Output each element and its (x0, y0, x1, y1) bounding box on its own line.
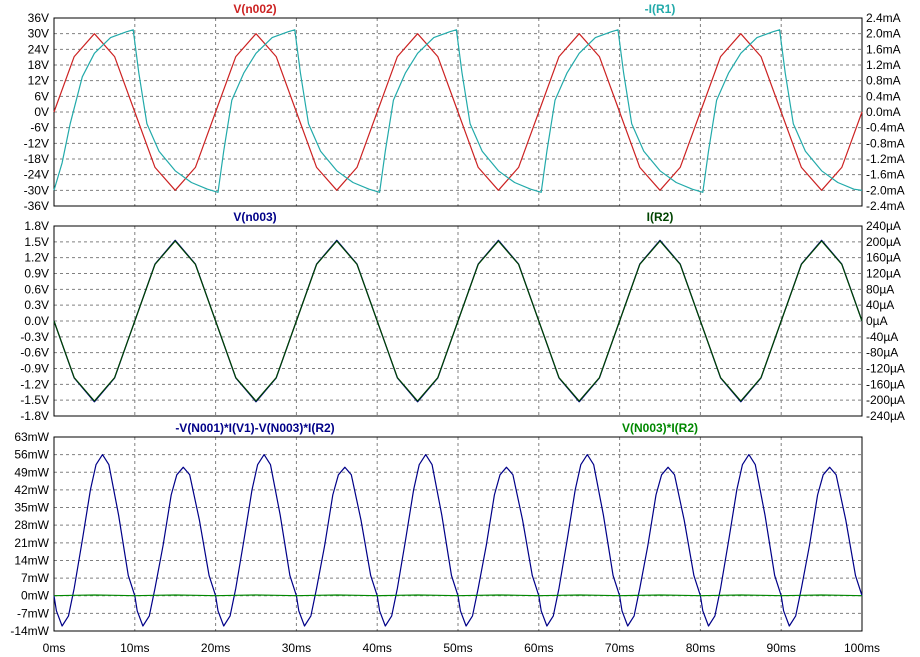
trace-label: I(R2) (647, 210, 674, 224)
left-tick-label: 14mW (14, 553, 49, 567)
right-tick-label: -80µA (866, 346, 898, 360)
right-tick-label: 0.0mA (866, 105, 901, 119)
left-tick-label: 21mW (14, 536, 49, 550)
right-tick-label: 1.6mA (866, 42, 901, 56)
right-tick-label: -1.6mA (866, 168, 905, 182)
left-tick-label: -0.9V (20, 362, 49, 376)
right-tick-label: -2.0mA (866, 183, 905, 197)
right-tick-label: 0µA (866, 314, 888, 328)
left-tick-label: 0.9V (24, 267, 49, 281)
right-tick-label: 0.4mA (866, 89, 901, 103)
left-tick-label: 1.5V (24, 235, 49, 249)
right-tick-label: -240µA (866, 409, 905, 423)
left-tick-label: -7mW (17, 606, 50, 620)
left-tick-label: -18V (24, 152, 49, 166)
left-tick-label: 28mW (14, 518, 49, 532)
trace-label: V(N003)*I(R2) (622, 421, 698, 435)
right-tick-label: 240µA (866, 219, 901, 233)
right-tick-label: -160µA (866, 377, 905, 391)
left-tick-label: 63mW (14, 430, 49, 444)
trace-label: -V(N001)*I(V1)-V(N003)*I(R2) (175, 421, 334, 435)
left-tick-label: 35mW (14, 501, 49, 515)
left-tick-label: 6V (34, 89, 49, 103)
left-tick-label: 42mW (14, 483, 49, 497)
right-tick-label: -200µA (866, 393, 905, 407)
left-tick-label: 36V (28, 11, 49, 25)
right-tick-label: -40µA (866, 330, 898, 344)
left-tick-label: 56mW (14, 448, 49, 462)
left-tick-label: -14mW (10, 624, 49, 638)
right-tick-label: -0.8mA (866, 136, 905, 150)
x-tick-label: 40ms (363, 641, 392, 655)
left-tick-label: 30V (28, 27, 49, 41)
left-tick-label: 0.3V (24, 298, 49, 312)
x-tick-label: 10ms (120, 641, 149, 655)
left-tick-label: 0.6V (24, 282, 49, 296)
left-tick-label: -1.2V (20, 377, 49, 391)
right-tick-label: 80µA (866, 282, 894, 296)
left-tick-label: 24V (28, 42, 49, 56)
left-tick-label: 0.0V (24, 314, 49, 328)
left-tick-label: 7mW (21, 571, 50, 585)
right-tick-label: -0.4mA (866, 121, 905, 135)
left-tick-label: 0V (34, 105, 49, 119)
x-tick-label: 90ms (767, 641, 796, 655)
right-tick-label: 2.0mA (866, 27, 901, 41)
x-tick-label: 0ms (43, 641, 66, 655)
plot-pane-3: 63mW 56mW 49mW 42mW 35mW 28mW 21mW 14mW 7mW 0mW -7… (10, 421, 863, 638)
right-tick-label: 2.4mA (866, 11, 901, 25)
left-tick-label: -6V (30, 121, 49, 135)
left-tick-label: 0mW (21, 589, 50, 603)
x-tick-label: 70ms (605, 641, 634, 655)
left-tick-label: -0.3V (20, 330, 49, 344)
left-tick-label: -1.5V (20, 393, 49, 407)
plot-pane-2: 1.8V 1.5V 1.2V 0.9V0.6V 0.3V 0.0V -0.3V -0.6V -0… (20, 210, 905, 423)
right-tick-label: 0.8mA (866, 74, 901, 88)
right-tick-label: 40µA (866, 298, 894, 312)
plot-frame (53, 436, 863, 632)
left-tick-label: 1.8V (24, 219, 49, 233)
left-tick-label: -30V (24, 183, 49, 197)
left-tick-label: -0.6V (20, 346, 49, 360)
right-tick-label: 1.2mA (866, 58, 901, 72)
x-tick-label: 60ms (524, 641, 553, 655)
right-tick-label: 120µA (866, 267, 901, 281)
trace-label: V(n003) (233, 210, 276, 224)
right-tick-label: 160µA (866, 251, 901, 265)
x-tick-label: 80ms (686, 641, 715, 655)
x-tick-label: 100ms (844, 641, 880, 655)
right-tick-label: 200µA (866, 235, 901, 249)
trace-label: -I(R1) (645, 2, 676, 16)
left-tick-label: 49mW (14, 465, 49, 479)
left-tick-label: 18V (28, 58, 49, 72)
left-tick-label: 12V (28, 74, 49, 88)
left-tick-label: -36V (24, 199, 49, 213)
left-tick-label: 1.2V (24, 251, 49, 265)
series-line--I(R1) (53, 29, 863, 193)
left-tick-label: -12V (24, 136, 49, 150)
right-tick-label: -2.4mA (866, 199, 905, 213)
x-tick-label: 20ms (201, 641, 230, 655)
series-line-V(n002) (53, 33, 863, 191)
x-tick-label: 50ms (443, 641, 472, 655)
left-tick-label: -1.8V (20, 409, 49, 423)
trace-label: V(n002) (233, 2, 276, 16)
left-tick-label: -24V (24, 168, 49, 182)
right-tick-label: -120µA (866, 362, 905, 376)
right-tick-label: -1.2mA (866, 152, 905, 166)
x-tick-label: 30ms (282, 641, 311, 655)
series-line-I(R2) (53, 240, 863, 402)
series-line-V(N003)*I(R2) (53, 594, 863, 597)
